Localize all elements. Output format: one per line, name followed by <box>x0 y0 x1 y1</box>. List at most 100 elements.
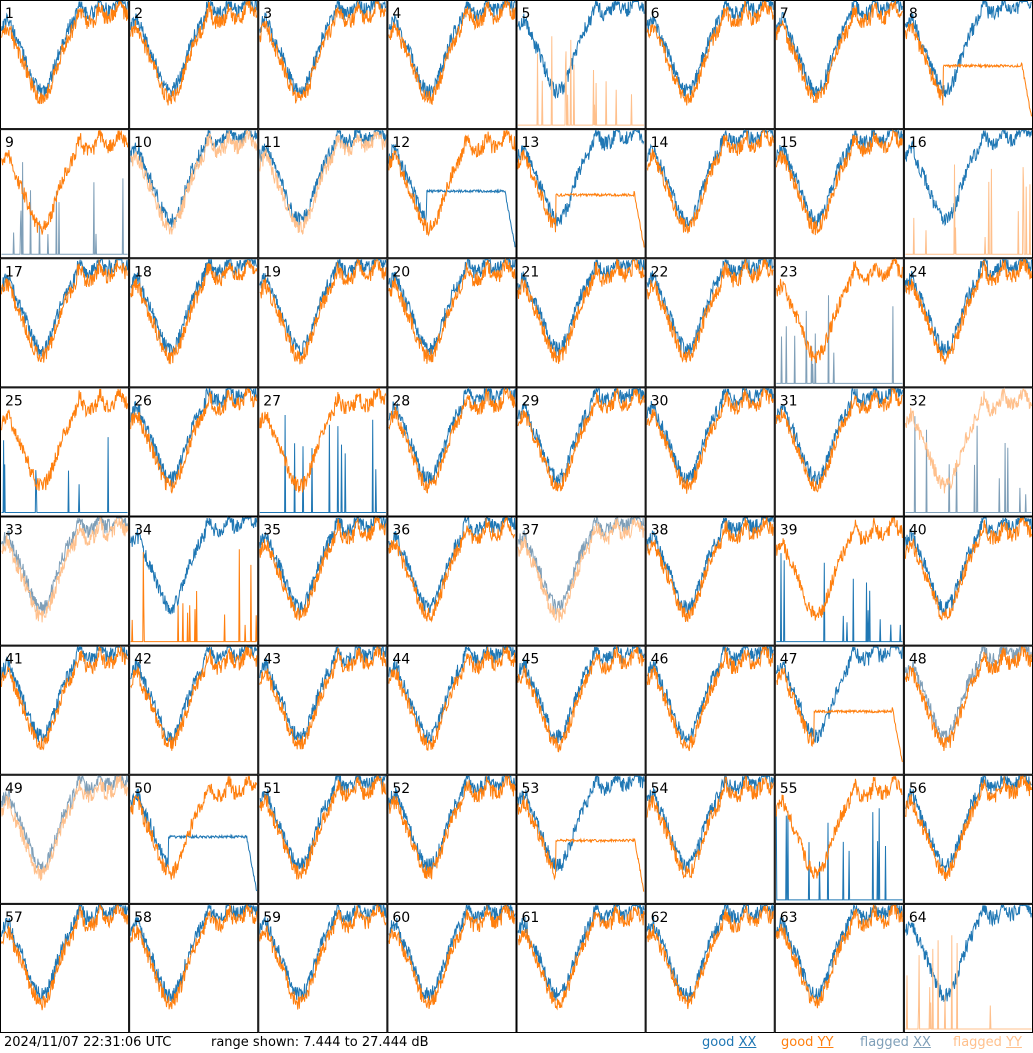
panel-label: 23 <box>780 264 798 280</box>
panel-frame <box>258 129 388 259</box>
panel-47: 47 <box>774 645 904 775</box>
series-yy-61 <box>517 905 645 1011</box>
panel-label: 48 <box>909 652 927 668</box>
panel-frame <box>774 903 904 1033</box>
series-yy-44 <box>388 646 516 751</box>
series-yy-40 <box>904 517 1032 621</box>
panel-frame <box>645 903 775 1033</box>
panel-label: 59 <box>263 910 281 926</box>
panel-frame <box>645 387 775 517</box>
panel-label: 50 <box>134 781 152 797</box>
panel-label: 37 <box>522 523 540 539</box>
series-yy-19 <box>259 259 387 365</box>
series-yy-28 <box>388 387 516 494</box>
panel-label: 47 <box>780 652 798 668</box>
panel-label: 56 <box>909 781 927 797</box>
panel-label: 61 <box>522 910 540 926</box>
panel-label: 35 <box>263 523 281 539</box>
series-xx-4 <box>388 0 516 99</box>
series-xx-46 <box>646 646 774 743</box>
panel-label: 1 <box>5 6 14 22</box>
panel-label: 4 <box>392 6 401 22</box>
panel-frame <box>0 903 130 1033</box>
panel-frame <box>516 516 646 646</box>
panel-frame <box>387 516 517 646</box>
series-yy-58 <box>130 903 258 1010</box>
panel-label: 34 <box>134 523 152 539</box>
panel-56: 56 <box>903 774 1033 904</box>
panel-frame <box>258 516 388 646</box>
series-xx-16 <box>904 130 1032 227</box>
panel-10: 10 <box>129 129 259 259</box>
panel-52: 52 <box>387 774 517 904</box>
series-yy-10 <box>130 130 258 235</box>
panel-12: 12 <box>387 129 517 259</box>
series-yy-21 <box>517 259 645 364</box>
series-yy-31 <box>775 388 903 493</box>
panel-label: 16 <box>909 135 927 151</box>
panel-label: 46 <box>651 652 669 668</box>
series-xx-59 <box>259 904 387 1002</box>
panel-38: 38 <box>645 516 775 646</box>
series-xx-1 <box>1 0 129 99</box>
series-yy-11 <box>259 130 387 235</box>
panel-42: 42 <box>129 645 259 775</box>
series-xx-6 <box>646 0 774 98</box>
series-xx-55 <box>775 808 903 901</box>
series-xx-12 <box>388 143 516 248</box>
series-yy-52 <box>388 775 516 880</box>
panel-label: 30 <box>651 393 669 409</box>
series-yy-3 <box>259 1 387 104</box>
panel-32: 32 <box>903 387 1033 517</box>
panel-label: 19 <box>263 264 281 280</box>
series-yy-22 <box>646 259 774 363</box>
series-xx-61 <box>517 904 645 1001</box>
timestamp: 2024/11/07 22:31:06 UTC <box>4 1035 172 1050</box>
panel-label: 7 <box>780 6 789 22</box>
series-yy-53 <box>517 795 645 892</box>
panel-7: 7 <box>774 0 904 130</box>
panel-11: 11 <box>258 129 388 259</box>
series-yy-59 <box>259 904 387 1010</box>
panel-label: 8 <box>909 6 918 22</box>
panel-frame <box>645 258 775 388</box>
panel-label: 17 <box>5 264 23 280</box>
panel-64: 64 <box>903 903 1033 1033</box>
series-yy-63 <box>775 904 903 1009</box>
series-yy-35 <box>259 516 387 621</box>
series-xx-25 <box>1 437 128 513</box>
series-yy-14 <box>646 130 774 234</box>
series-yy-41 <box>1 645 128 751</box>
panel-24: 24 <box>903 257 1033 388</box>
series-yy-45 <box>517 645 645 753</box>
panel-label: 22 <box>651 264 669 280</box>
panel-50: 50 <box>129 774 259 904</box>
panel-label: 32 <box>909 393 927 409</box>
panel-label: 29 <box>522 393 540 409</box>
series-xx-53 <box>517 775 645 872</box>
panel-9: 9 <box>0 129 130 259</box>
series-yy-1 <box>1 0 129 105</box>
series-yy-46 <box>646 645 774 752</box>
panel-label: 41 <box>5 652 23 668</box>
panel-22: 22 <box>645 258 775 388</box>
panel-label: 54 <box>651 781 669 797</box>
panel-35: 35 <box>258 516 388 646</box>
panel-46: 46 <box>645 645 775 775</box>
panel-frame <box>645 129 775 259</box>
series-yy-12 <box>388 130 516 237</box>
panel-58: 58 <box>129 903 259 1033</box>
series-yy-37 <box>517 517 645 623</box>
panel-17: 17 <box>0 258 130 388</box>
panel-label: 26 <box>134 393 152 409</box>
series-yy-29 <box>517 388 645 492</box>
series-yy-13 <box>517 149 645 248</box>
panel-frame <box>903 258 1033 388</box>
series-xx-13 <box>517 129 645 227</box>
series-xx-34 <box>130 516 258 615</box>
panel-54: 54 <box>645 774 775 904</box>
panel-frame <box>516 645 646 775</box>
series-xx-39 <box>776 553 903 643</box>
panel-40: 40 <box>903 516 1033 646</box>
panel-1: 1 <box>0 0 130 130</box>
